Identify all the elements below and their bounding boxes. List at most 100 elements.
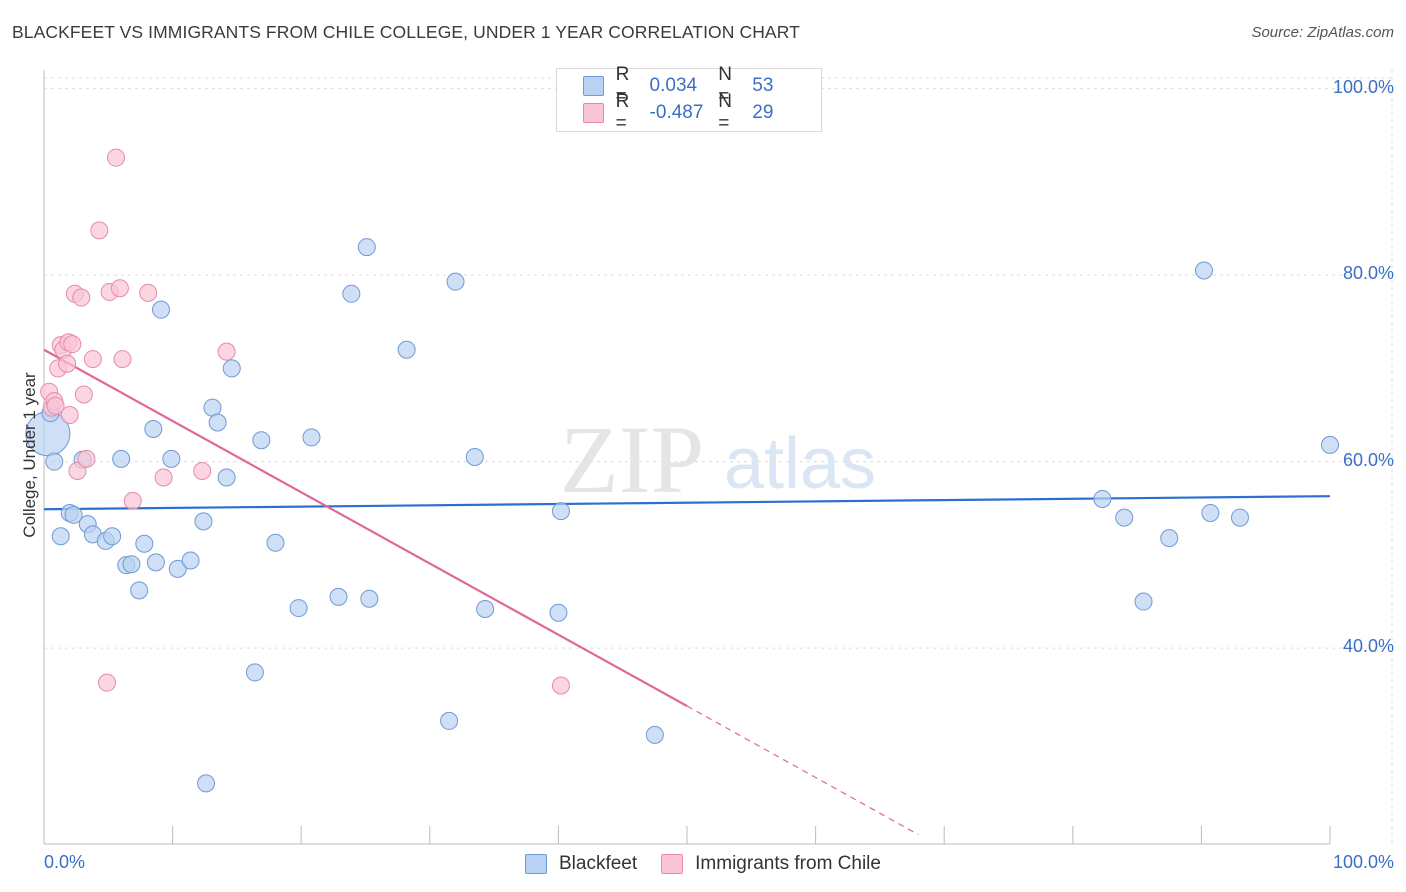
blackfeet-point: [168, 559, 187, 578]
blackfeet-point: [329, 587, 348, 606]
blackfeet-point: [465, 448, 484, 466]
chile-point: [58, 354, 77, 373]
blackfeet-swatch: [525, 854, 547, 874]
r-value-chile: -0.487: [649, 102, 704, 123]
legend-row-chile: R = -0.487 N = 29: [583, 91, 821, 134]
chile-point: [72, 288, 91, 307]
grid-lines: [44, 70, 1393, 844]
blackfeet-point: [360, 589, 379, 608]
chile-trend-line: [43, 348, 688, 707]
blackfeet-point: [203, 398, 222, 417]
chile-point: [90, 221, 109, 240]
chart-title: BLACKFEET VS IMMIGRANTS FROM CHILE COLLE…: [12, 22, 800, 42]
blackfeet-point: [1160, 529, 1179, 548]
axes: [43, 70, 1331, 845]
chile-point: [77, 449, 96, 468]
chile-point: [217, 342, 236, 361]
chile-point: [123, 491, 142, 510]
r-label: R =: [615, 64, 630, 107]
blackfeet-point: [64, 505, 83, 524]
x-tick-label: 100.0%: [1332, 852, 1394, 872]
chile-point: [60, 406, 79, 425]
blackfeet-point: [208, 413, 227, 432]
blackfeet-point: [476, 600, 495, 619]
blackfeet-point: [103, 527, 122, 546]
blackfeet-point: [1201, 503, 1220, 522]
blackfeet-point: [1093, 489, 1112, 508]
blackfeet-point: [397, 340, 416, 359]
blackfeet-point: [1115, 508, 1134, 527]
watermark-zip: ZIP: [560, 406, 704, 513]
n-value-blackfeet: 53: [752, 75, 774, 96]
blackfeet-point: [162, 449, 181, 468]
blackfeet-point: [222, 359, 241, 378]
chile-point: [68, 461, 87, 480]
r-label: R =: [615, 91, 630, 134]
chile-trend-extension: [686, 705, 919, 836]
chile-point: [110, 279, 129, 298]
blackfeet-point: [144, 420, 163, 439]
blackfeet-point: [266, 533, 285, 552]
x-tick-label: 0.0%: [44, 852, 86, 872]
chile-point: [113, 350, 132, 369]
blackfeet-trend-line: [43, 495, 1331, 511]
trend-lines: [43, 348, 1331, 836]
n-label: N =: [718, 64, 733, 107]
blackfeet-point: [45, 452, 64, 471]
chile-point: [154, 468, 173, 487]
legend-item-chile[interactable]: Immigrants from Chile: [661, 853, 881, 875]
blackfeet-point: [51, 527, 70, 546]
stats-legend: R = 0.034 N = 53 R = -0.487 N = 29: [556, 64, 822, 134]
blackfeet-point: [342, 284, 361, 303]
chile-point: [46, 396, 65, 415]
y-tick-label: 40.0%: [1342, 636, 1394, 657]
blackfeet-point: [194, 512, 213, 531]
blackfeet-swatch: [583, 76, 604, 96]
blackfeet-point: [1321, 435, 1339, 454]
chile-point: [551, 676, 570, 695]
n-value-chile: 29: [752, 102, 774, 123]
blackfeet-point: [549, 603, 568, 622]
chile-point: [83, 350, 102, 369]
chile-swatch: [661, 854, 684, 874]
chile-point: [74, 385, 93, 404]
y-tick-label: 80.0%: [1342, 263, 1394, 284]
n-label: N =: [718, 91, 733, 134]
legend-label-chile: Immigrants from Chile: [695, 853, 881, 874]
legend-label-blackfeet: Blackfeet: [559, 853, 638, 874]
blackfeet-point: [1194, 261, 1213, 280]
y-tick-label: 60.0%: [1342, 449, 1394, 470]
blackfeet-point: [181, 551, 200, 570]
blackfeet-point: [302, 428, 321, 447]
blackfeet-point: [289, 599, 308, 618]
r-value-blackfeet: 0.034: [649, 75, 698, 96]
blackfeet-point: [357, 238, 376, 257]
watermark: ZIP atlas: [560, 406, 876, 513]
blackfeet-point: [217, 468, 236, 487]
blackfeet-point: [122, 555, 141, 574]
chile-point: [193, 461, 212, 480]
blackfeet-point: [245, 663, 264, 682]
blackfeet-point: [551, 502, 570, 521]
watermark-atlas: atlas: [724, 424, 876, 504]
chile-point: [63, 335, 82, 354]
blackfeet-point: [1230, 508, 1249, 527]
blackfeet-point: [252, 431, 271, 450]
blackfeet-point: [146, 553, 165, 572]
chile-point: [98, 673, 117, 692]
chile-point: [107, 148, 126, 167]
blackfeet-point: [152, 300, 171, 319]
source-label: Source: ZipAtlas.com: [1251, 24, 1394, 41]
data-points: [25, 148, 1339, 793]
blackfeet-point: [135, 534, 154, 553]
blackfeet-point: [446, 272, 465, 291]
legend-item-blackfeet[interactable]: Blackfeet: [525, 853, 637, 875]
series-legend: Blackfeet Immigrants from Chile: [0, 850, 1406, 878]
blackfeet-point: [197, 774, 216, 793]
y-axis-label: College, Under 1 year: [20, 372, 39, 538]
chile-swatch: [583, 103, 604, 123]
y-tick-label: 100.0%: [1332, 76, 1394, 97]
legend-row-blackfeet: R = 0.034 N = 53: [583, 64, 821, 107]
blackfeet-point: [440, 711, 459, 730]
